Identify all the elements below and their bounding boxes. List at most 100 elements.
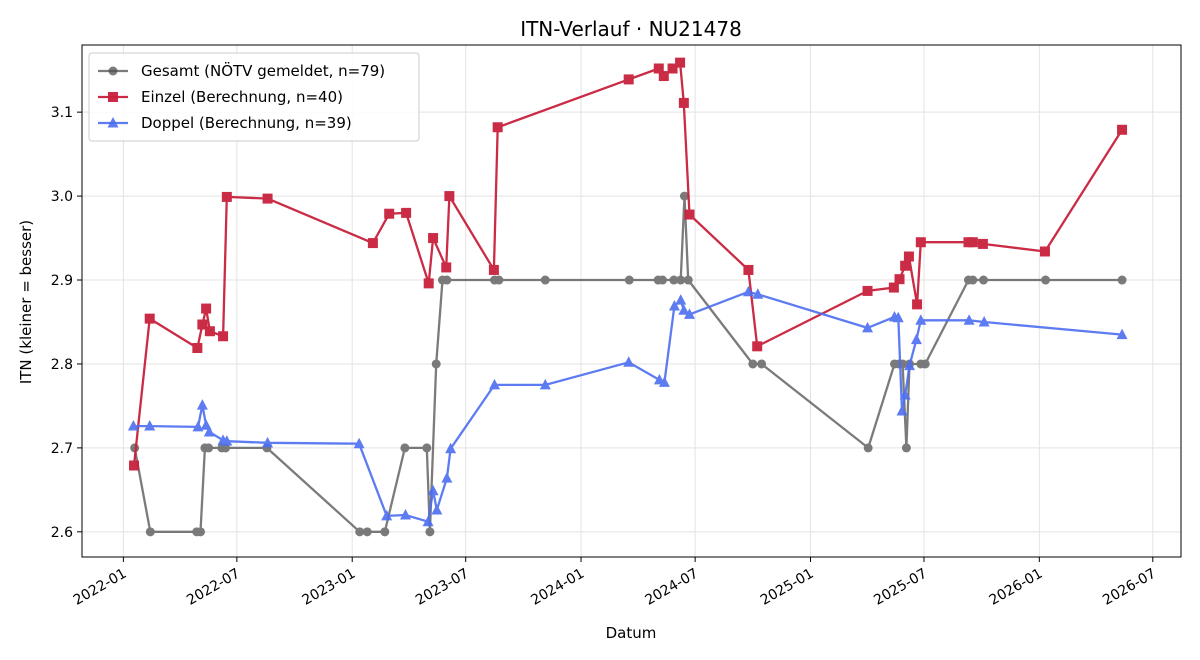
legend-marker: [107, 117, 119, 128]
data-point: [196, 399, 208, 410]
data-point: [978, 315, 990, 327]
data-point: [901, 443, 911, 453]
data-point: [862, 285, 873, 296]
data-point: [742, 285, 754, 297]
legend-marker: [108, 92, 118, 102]
data-point: [367, 238, 378, 249]
data-point: [401, 207, 412, 218]
legend-label: Gesamt (NÖTV gemeldet, n=79): [141, 61, 385, 80]
tick-layer: 2.6 2.7 2.8 2.9 3.0 3.1 2022-01 2022-07 2023-01 2…: [51, 105, 1159, 609]
y-tick-label: 2.6: [51, 525, 73, 541]
data-point: [489, 378, 501, 390]
data-point: [894, 274, 905, 285]
data-point: [381, 509, 393, 521]
y-tick-label: 2.9: [51, 273, 73, 289]
plot-frame: [81, 44, 1182, 558]
data-point: [488, 264, 499, 275]
data-point: [221, 191, 232, 202]
data-point: [915, 237, 926, 248]
data-point: [1117, 124, 1128, 135]
data-point: [203, 425, 215, 437]
data-point: [658, 275, 668, 285]
data-point: [658, 71, 669, 82]
data-point: [262, 436, 274, 448]
series-layer: [127, 57, 1128, 537]
data-point: [669, 275, 679, 285]
legend-box: [88, 52, 420, 142]
y-tick-label: 3.1: [51, 105, 73, 121]
data-point: [752, 341, 763, 352]
data-point: [757, 359, 767, 369]
data-point: [683, 308, 695, 319]
data-point: [127, 420, 139, 431]
y-axis-label: ITN (kleiner = besser): [17, 220, 35, 384]
data-point: [963, 314, 975, 325]
series-square: [129, 57, 1128, 471]
x-tick-label: 2023-01: [300, 566, 359, 609]
x-tick-label: 2025-07: [871, 566, 930, 609]
data-point: [431, 503, 443, 515]
data-point: [384, 208, 395, 219]
data-point: [400, 443, 410, 453]
data-point: [399, 509, 411, 520]
data-point: [492, 122, 503, 133]
data-point: [752, 288, 764, 299]
data-point: [431, 359, 441, 369]
x-tick-label: 2026-07: [1100, 566, 1159, 609]
x-tick-label: 2024-07: [642, 566, 701, 609]
data-point: [201, 303, 212, 314]
data-point: [743, 264, 754, 275]
x-tick-label: 2026-01: [987, 566, 1046, 609]
data-point: [192, 343, 203, 354]
legend-marker: [108, 66, 118, 76]
data-point: [623, 356, 635, 367]
data-point: [1041, 275, 1051, 285]
data-point: [445, 442, 457, 454]
series-triangle: [127, 285, 1128, 527]
y-tick-label: 2.7: [51, 441, 73, 457]
x-tick-label: 2023-07: [413, 566, 472, 609]
data-point: [1117, 275, 1127, 285]
x-tick-label: 2022-01: [71, 566, 130, 609]
legend-label: Einzel (Berechnung, n=40): [141, 88, 343, 106]
data-point: [425, 527, 435, 537]
data-point: [904, 359, 916, 371]
data-point: [441, 262, 452, 273]
x-tick-label: 2024-01: [528, 566, 587, 609]
data-point: [658, 376, 670, 387]
data-point: [623, 74, 634, 85]
data-point: [979, 275, 989, 285]
data-point: [422, 515, 434, 527]
x-tick-label: 2025-01: [758, 566, 817, 609]
data-point: [145, 527, 155, 537]
data-point: [144, 313, 155, 324]
data-point: [903, 251, 914, 262]
data-point: [362, 527, 372, 537]
data-point: [624, 275, 634, 285]
data-point: [668, 300, 680, 311]
data-point: [197, 319, 208, 330]
data-point: [667, 63, 678, 74]
data-point: [678, 97, 689, 108]
data-point: [675, 294, 687, 305]
x-tick-label: 2022-07: [184, 566, 243, 609]
data-point: [1039, 246, 1050, 257]
data-point: [380, 527, 390, 537]
data-point: [428, 233, 439, 244]
data-point: [977, 238, 988, 249]
data-point: [863, 443, 873, 453]
data-point: [204, 326, 215, 337]
data-point: [540, 275, 550, 285]
data-point: [262, 193, 273, 204]
data-point: [653, 63, 664, 74]
data-point: [204, 443, 214, 453]
data-point: [1116, 328, 1128, 340]
data-point: [748, 359, 758, 369]
data-point: [888, 282, 899, 293]
data-point: [676, 275, 686, 285]
data-point: [195, 527, 205, 537]
data-point: [915, 314, 927, 325]
data-point: [427, 484, 439, 496]
data-point: [441, 472, 453, 483]
